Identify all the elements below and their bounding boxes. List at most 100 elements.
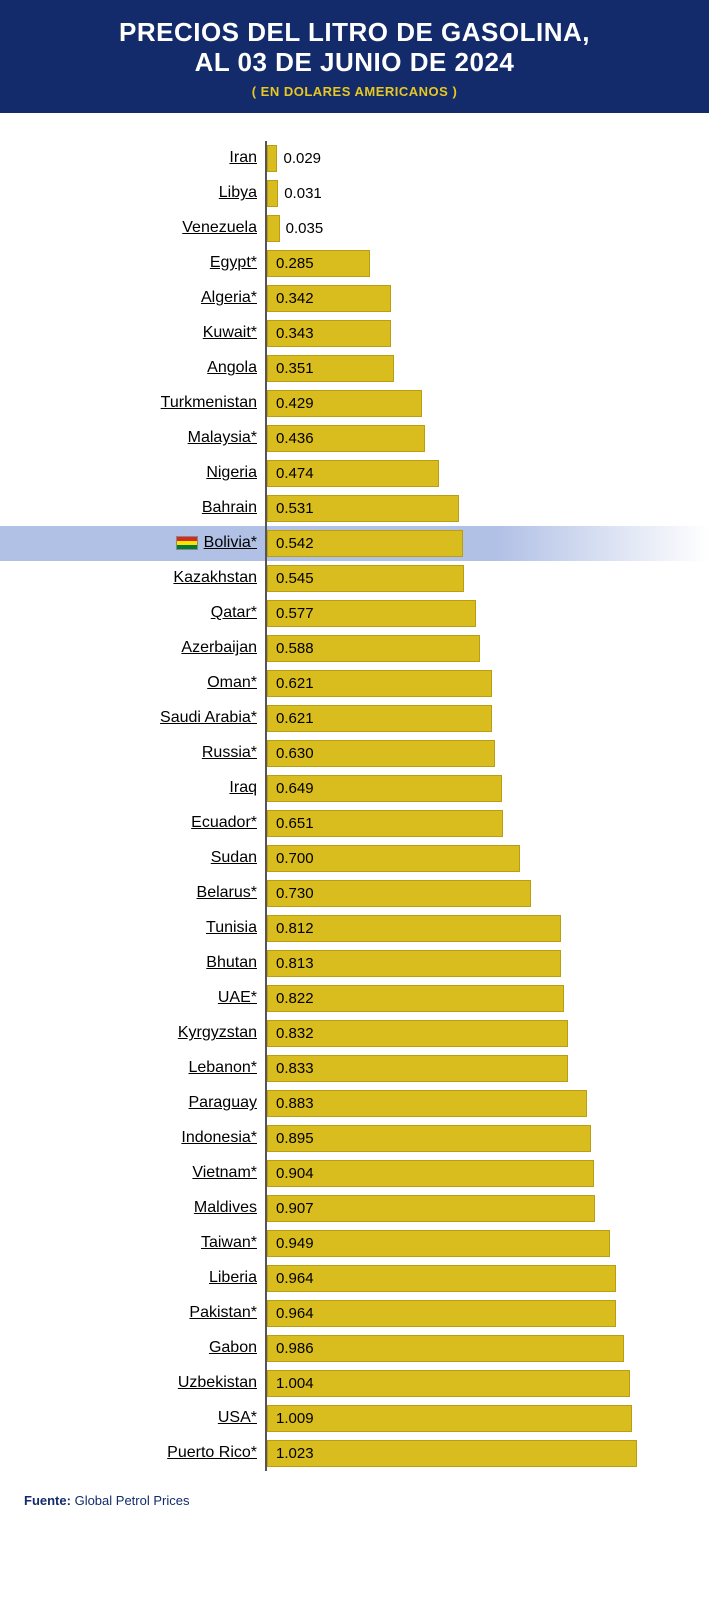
price-bar: 0.883 xyxy=(267,1090,587,1117)
country-label: Bahrain xyxy=(40,499,265,517)
title-line-2: AL 03 DE JUNIO DE 2024 xyxy=(195,47,515,77)
price-bar: 0.474 xyxy=(267,460,439,487)
country-label: Pakistan* xyxy=(40,1304,265,1322)
chart-row: Qatar* 0.577 xyxy=(40,596,669,631)
country-name: Libya xyxy=(219,184,257,202)
price-bar xyxy=(267,180,278,207)
price-bar: 1.023 xyxy=(267,1440,637,1467)
country-label: Iran xyxy=(40,149,265,167)
price-bar xyxy=(267,145,277,172)
chart-row: Bolivia* 0.542 xyxy=(40,526,669,561)
country-label: Turkmenistan xyxy=(40,394,265,412)
chart-row: Saudi Arabia*0.621 xyxy=(40,701,669,736)
price-bar: 0.832 xyxy=(267,1020,568,1047)
country-name: Saudi Arabia* xyxy=(160,709,257,727)
country-name: Pakistan* xyxy=(189,1304,257,1322)
price-value: 0.822 xyxy=(276,990,314,1007)
chart-row: Algeria*0.342 xyxy=(40,281,669,316)
bar-cell: 0.531 xyxy=(267,491,669,526)
country-name: Kuwait* xyxy=(203,324,257,342)
country-label: Liberia xyxy=(40,1269,265,1287)
country-name: Russia* xyxy=(202,744,257,762)
country-label: Libya xyxy=(40,184,265,202)
country-name: Puerto Rico* xyxy=(167,1444,257,1462)
bar-cell: 1.004 xyxy=(267,1366,669,1401)
bar-cell: 0.649 xyxy=(267,771,669,806)
price-value: 0.436 xyxy=(276,430,314,447)
country-name: USA* xyxy=(218,1409,257,1427)
bar-cell: 0.813 xyxy=(267,946,669,981)
bar-cell: 0.895 xyxy=(267,1121,669,1156)
country-name: Ecuador* xyxy=(191,814,257,832)
chart-row: Belarus*0.730 xyxy=(40,876,669,911)
chart-row: Iraq0.649 xyxy=(40,771,669,806)
country-name: Qatar* xyxy=(211,604,257,622)
price-bar: 0.895 xyxy=(267,1125,591,1152)
price-bar: 0.429 xyxy=(267,390,422,417)
chart-header: PRECIOS DEL LITRO DE GASOLINA, AL 03 DE … xyxy=(0,0,709,113)
price-value: 1.023 xyxy=(276,1445,314,1462)
price-bar: 0.964 xyxy=(267,1265,616,1292)
price-value: 0.342 xyxy=(276,290,314,307)
country-name: Turkmenistan xyxy=(161,394,257,412)
price-bar: 0.700 xyxy=(267,845,520,872)
country-label: Kuwait* xyxy=(40,324,265,342)
price-bar: 0.949 xyxy=(267,1230,610,1257)
price-value: 0.651 xyxy=(276,815,314,832)
chart-row: Maldives0.907 xyxy=(40,1191,669,1226)
country-name: Uzbekistan xyxy=(178,1374,257,1392)
chart-row: Kyrgyzstan0.832 xyxy=(40,1016,669,1051)
bar-cell: 0.964 xyxy=(267,1261,669,1296)
country-name: Azerbaijan xyxy=(181,639,257,657)
price-bar: 0.436 xyxy=(267,425,425,452)
price-bar: 0.577 xyxy=(267,600,476,627)
country-label: Azerbaijan xyxy=(40,639,265,657)
bar-cell: 0.949 xyxy=(267,1226,669,1261)
chart-row: Sudan0.700 xyxy=(40,841,669,876)
country-label: USA* xyxy=(40,1409,265,1427)
country-name: Liberia xyxy=(209,1269,257,1287)
bar-cell: 0.429 xyxy=(267,386,669,421)
price-bar: 0.630 xyxy=(267,740,495,767)
country-name: Belarus* xyxy=(197,884,257,902)
country-name: Bolivia* xyxy=(204,534,257,552)
country-label: Maldives xyxy=(40,1199,265,1217)
bar-cell: 0.651 xyxy=(267,806,669,841)
chart-row: Bhutan0.813 xyxy=(40,946,669,981)
country-name: Iran xyxy=(229,149,257,167)
bar-cell: 0.833 xyxy=(267,1051,669,1086)
country-label: Vietnam* xyxy=(40,1164,265,1182)
country-label: Tunisia xyxy=(40,919,265,937)
chart-row: UAE* 0.822 xyxy=(40,981,669,1016)
country-name: Maldives xyxy=(194,1199,257,1217)
price-value: 0.833 xyxy=(276,1060,314,1077)
bar-cell: 0.883 xyxy=(267,1086,669,1121)
bar-cell: 0.986 xyxy=(267,1331,669,1366)
chart-row: Libya0.031 xyxy=(40,176,669,211)
chart-row: Taiwan*0.949 xyxy=(40,1226,669,1261)
country-label: Puerto Rico* xyxy=(40,1444,265,1462)
price-value: 0.813 xyxy=(276,955,314,972)
source-label: Fuente: xyxy=(24,1493,71,1508)
country-label: UAE* xyxy=(40,989,265,1007)
bar-cell: 0.474 xyxy=(267,456,669,491)
country-label: Russia* xyxy=(40,744,265,762)
chart-row: Nigeria0.474 xyxy=(40,456,669,491)
chart-row: Puerto Rico* 1.023 xyxy=(40,1436,669,1471)
price-value: 0.588 xyxy=(276,640,314,657)
chart-row: Pakistan*0.964 xyxy=(40,1296,669,1331)
chart-row: Vietnam* 0.904 xyxy=(40,1156,669,1191)
price-value: 0.531 xyxy=(276,500,314,517)
price-value: 0.904 xyxy=(276,1165,314,1182)
bar-cell: 0.542 xyxy=(267,526,669,561)
chart-row: Venezuela0.035 xyxy=(40,211,669,246)
chart-row: Angola0.351 xyxy=(40,351,669,386)
country-label: Oman* xyxy=(40,674,265,692)
price-bar: 0.812 xyxy=(267,915,561,942)
price-bar: 0.822 xyxy=(267,985,564,1012)
country-label: Sudan xyxy=(40,849,265,867)
chart-row: Liberia 0.964 xyxy=(40,1261,669,1296)
chart-row: Oman*0.621 xyxy=(40,666,669,701)
price-value: 0.649 xyxy=(276,780,314,797)
bar-cell: 1.009 xyxy=(267,1401,669,1436)
